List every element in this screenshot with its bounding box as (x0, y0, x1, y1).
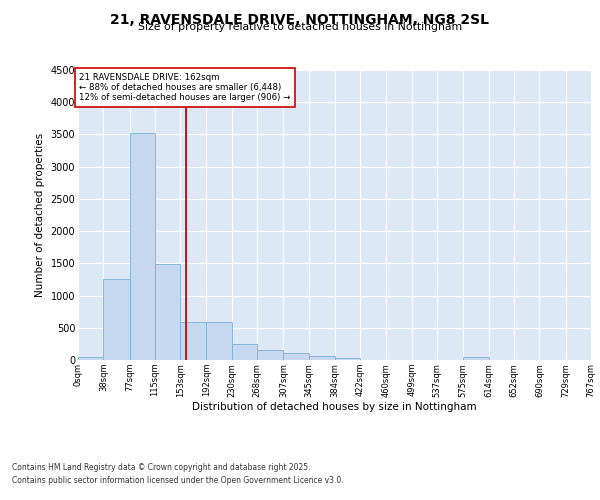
Bar (232, 344, 257, 360)
Bar (283, 353, 309, 360)
Bar (257, 350, 283, 360)
X-axis label: Distribution of detached houses by size in Nottingham: Distribution of detached houses by size … (192, 402, 477, 412)
Text: Contains HM Land Registry data © Crown copyright and database right 2025.: Contains HM Land Registry data © Crown c… (12, 464, 311, 472)
Bar (309, 356, 335, 360)
Bar (78, 357, 103, 360)
Text: 21 RAVENSDALE DRIVE: 162sqm
← 88% of detached houses are smaller (6,448)
12% of : 21 RAVENSDALE DRIVE: 162sqm ← 88% of det… (79, 72, 291, 102)
Bar (130, 133, 155, 360)
Bar (335, 358, 360, 360)
Bar (463, 357, 488, 360)
Bar (206, 322, 232, 360)
Bar (181, 322, 206, 360)
Text: 21, RAVENSDALE DRIVE, NOTTINGHAM, NG8 2SL: 21, RAVENSDALE DRIVE, NOTTINGHAM, NG8 2S… (110, 12, 490, 26)
Bar (103, 280, 130, 360)
Text: Size of property relative to detached houses in Nottingham: Size of property relative to detached ho… (138, 22, 462, 32)
Y-axis label: Number of detached properties: Number of detached properties (35, 133, 45, 297)
Bar (155, 264, 181, 360)
Text: Contains public sector information licensed under the Open Government Licence v3: Contains public sector information licen… (12, 476, 344, 485)
